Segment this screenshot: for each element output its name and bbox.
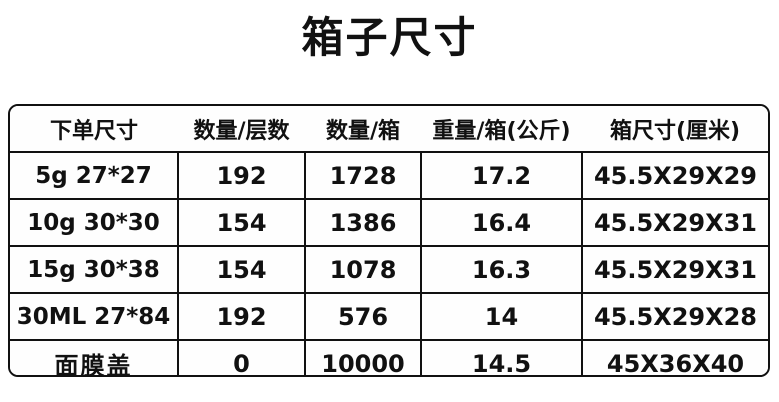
cell-qty-per-box: 10000 (305, 340, 422, 375)
cell-qty-per-layer: 154 (178, 199, 306, 247)
cell-qty-per-layer: 0 (178, 340, 306, 375)
table-row: 10g 30*30 154 1386 16.4 45.5X29X31 (10, 199, 768, 247)
cell-box-dimensions: 45.5X29X28 (582, 293, 768, 341)
box-dimensions-table-container: 下单尺寸 数量/层数 数量/箱 重量/箱(公斤) 箱尺寸(厘米) 5g 27*2… (8, 104, 770, 377)
cell-box-dimensions: 45.5X29X29 (582, 152, 768, 200)
table-row: 30ML 27*84 192 576 14 45.5X29X28 (10, 293, 768, 341)
cell-order-size: 5g 27*27 (10, 152, 179, 200)
cell-box-dimensions: 45.5X29X31 (582, 246, 768, 294)
cell-order-size: 10g 30*30 (10, 199, 179, 247)
cell-weight-per-box: 16.4 (421, 199, 583, 247)
cell-qty-per-layer: 154 (178, 246, 306, 294)
column-header-qty-per-box: 数量/箱 (305, 106, 421, 153)
page-title: 箱子尺寸 (301, 13, 478, 62)
cell-qty-per-box: 1728 (305, 152, 422, 200)
cell-box-dimensions: 45.5X29X31 (582, 199, 768, 247)
table-header-row: 下单尺寸 数量/层数 数量/箱 重量/箱(公斤) 箱尺寸(厘米) (10, 106, 768, 153)
column-header-qty-per-layer: 数量/层数 (178, 106, 305, 153)
table-header: 下单尺寸 数量/层数 数量/箱 重量/箱(公斤) 箱尺寸(厘米) (10, 106, 768, 153)
cell-qty-per-box: 576 (305, 293, 422, 341)
column-header-weight-per-box: 重量/箱(公斤) (421, 106, 582, 153)
cell-qty-per-box: 1386 (305, 199, 422, 247)
cell-order-size: 15g 30*38 (10, 246, 179, 294)
cell-weight-per-box: 14 (421, 293, 583, 341)
column-header-order-size: 下单尺寸 (10, 106, 178, 153)
table-row: 15g 30*38 154 1078 16.3 45.5X29X31 (10, 246, 768, 294)
cell-qty-per-layer: 192 (178, 152, 306, 200)
cell-qty-per-layer: 192 (178, 293, 306, 341)
cell-order-size: 30ML 27*84 (10, 293, 179, 341)
cell-weight-per-box: 14.5 (421, 340, 583, 375)
cell-order-size: 面膜盖 (10, 340, 179, 375)
cell-weight-per-box: 17.2 (421, 152, 583, 200)
column-header-box-dimensions: 箱尺寸(厘米) (582, 106, 768, 153)
box-dimensions-table: 下单尺寸 数量/层数 数量/箱 重量/箱(公斤) 箱尺寸(厘米) 5g 27*2… (10, 106, 768, 375)
cell-box-dimensions: 45X36X40 (582, 340, 768, 375)
cell-weight-per-box: 16.3 (421, 246, 583, 294)
cell-qty-per-box: 1078 (305, 246, 422, 294)
table-body: 5g 27*27 192 1728 17.2 45.5X29X29 10g 30… (10, 152, 768, 375)
table-row: 面膜盖 0 10000 14.5 45X36X40 (10, 340, 768, 375)
table-row: 5g 27*27 192 1728 17.2 45.5X29X29 (10, 152, 768, 200)
